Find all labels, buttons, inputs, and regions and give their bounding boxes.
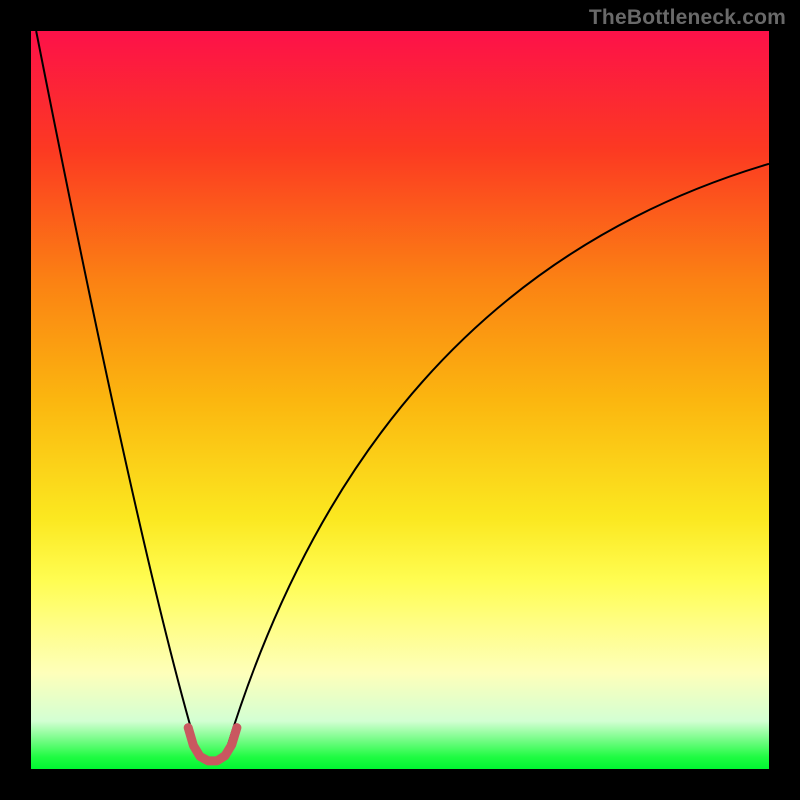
watermark-text: TheBottleneck.com <box>589 6 786 30</box>
bottleneck-chart <box>0 0 800 800</box>
plot-background <box>31 31 769 769</box>
chart-container: TheBottleneck.com <box>0 0 800 800</box>
